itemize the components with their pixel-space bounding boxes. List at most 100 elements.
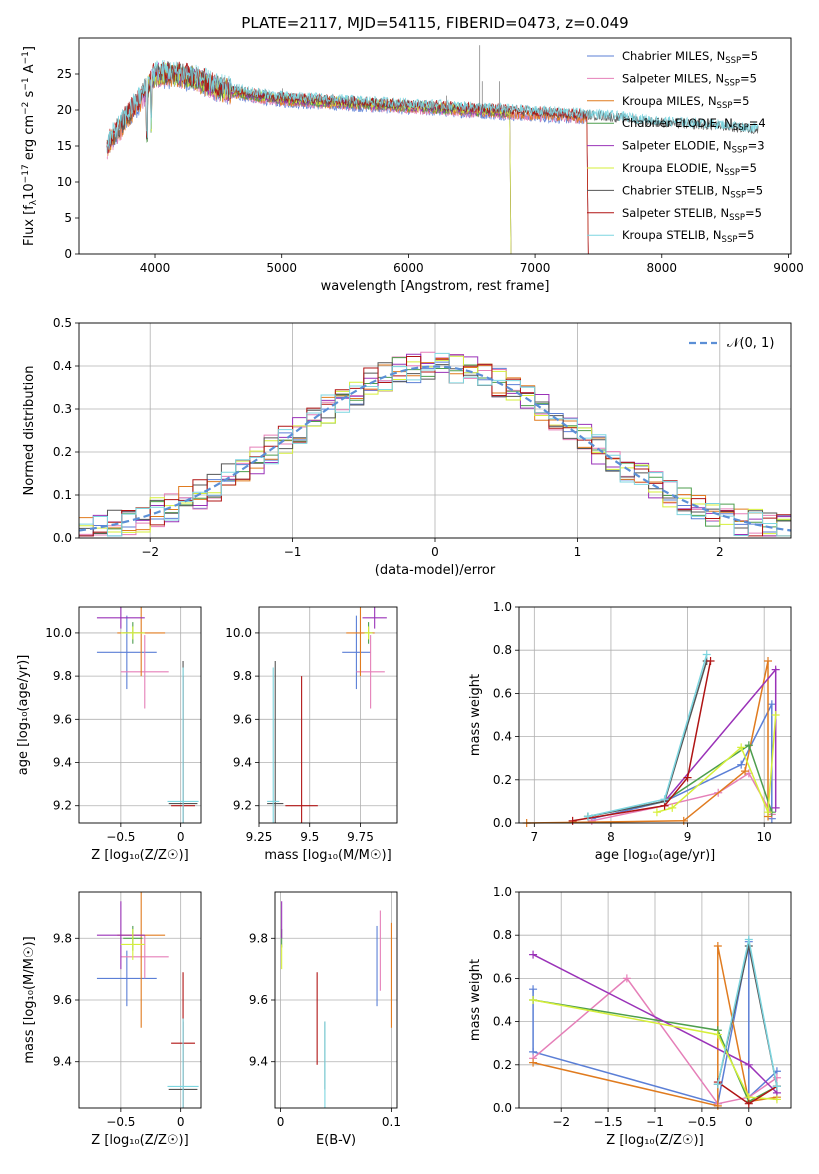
x-tick-label: 8 [607,830,615,844]
spectrum-frame [78,37,792,255]
x-tick-label: 7 [531,830,539,844]
weight-marker [767,700,776,709]
legend-label: Salpeter STELIB, NSSP=5 [622,206,762,223]
weight_vs_age-xlabel: age [log₁₀(age/yr)] [595,848,716,863]
weight-marker [772,1095,781,1104]
y-tick-label: 1.0 [493,600,512,614]
legend-sub: SSP [724,168,740,178]
mass_vs_Z-axes: −0.5 0 9.4 9.6 9.8 [53,892,201,1129]
mass_vs_EBV-xlabel: E(B-V) [316,1133,356,1148]
y-tick-label: 1.0 [493,885,512,899]
x-tick-label: 9.5 [300,830,319,844]
y-tick-label: 9.6 [233,712,252,726]
legend-sub: SSP [730,190,746,200]
y-tick-label: 0.4 [53,359,72,373]
legend-suffix: =5 [741,49,758,63]
x-tick-label: −1.5 [594,1115,623,1129]
age_vs_mass-axes: 9.25 9.5 9.75 9.2 9.4 9.6 9.8 10.0 [225,607,397,844]
mass_vs_Z-frame [78,891,202,1109]
legend-label: Kroupa ELODIE, NSSP=5 [622,161,757,178]
legend-sub: SSP [732,146,748,156]
spectrum-line [106,59,759,153]
x-tick-label: 9.25 [246,830,273,844]
weight-marker [771,665,780,674]
residuals-ylabel: Normed distribution [22,366,37,496]
legend-label: Chabrier MILES, NSSP=5 [622,49,758,66]
x-tick-label: 2 [716,545,724,559]
x-tick-label: 4000 [140,261,171,275]
mass_vs_Z-points [96,892,199,1108]
residual-histograms [79,351,791,537]
legend-prefix: Salpeter STELIB, N [622,206,729,220]
weight_vs_Z-ylabel: mass weight [468,959,483,1041]
residuals-axes: −2 −1 0 1 2 0.0 0.1 0.2 0.3 0.4 0.5 [53,316,791,559]
age_vs_mass-frame [258,606,398,824]
legend-sub: SSP [733,123,749,133]
legend-suffix: =5 [740,71,757,85]
legend-label: Kroupa STELIB, NSSP=5 [622,228,754,245]
x-tick-label: 0 [177,830,185,844]
legend-suffix: =5 [740,161,757,175]
weight-marker [668,803,677,812]
x-tick-label: −2 [141,545,159,559]
y-tick-label: 0.8 [493,928,512,942]
ylabel-part: Flux [f [22,205,37,246]
age_vs_Z-frame [78,606,202,824]
age_vs_mass-xlabel: mass [log₁₀(M/M☉)] [264,848,391,863]
age_vs_mass-points [267,607,387,823]
weight-marker [744,1099,753,1108]
weight-marker [713,942,722,950]
y-tick-label: 9.4 [233,756,252,770]
legend-prefix: Salpeter MILES, N [622,71,724,85]
y-tick-label: 0.2 [493,1058,512,1072]
y-tick-label: 9.4 [53,756,72,770]
weight-line [532,999,777,1101]
spectrum-xlabel: wavelength [Angstrom, rest frame] [321,279,550,294]
x-tick-label: 10 [757,830,772,844]
ylabel-part: erg cm [22,115,37,164]
x-tick-label: 8000 [647,261,678,275]
weight-marker [679,816,688,825]
spectrum-lines [106,45,759,254]
legend-prefix: Kroupa STELIB, N [622,228,722,242]
y-tick-label: 15 [57,139,72,153]
weight-marker [744,935,753,944]
weight_vs_age-axes: 7 8 9 10 0.0 0.2 0.4 0.6 0.8 1.0 [493,600,791,844]
residuals-xlabel: (data-model)/error [375,563,496,578]
y-tick-label: 20 [57,103,72,117]
y-tick-label: 0.4 [493,730,512,744]
x-tick-label: 1 [574,545,582,559]
y-tick-label: 9.2 [233,799,252,813]
spectrum-ylabel: Flux [fλ10−17 erg cm−2 s−1 A−1] [21,46,39,246]
weight-marker [772,1073,781,1082]
x-tick-label: −2 [552,1115,570,1129]
y-tick-label: 0.0 [493,1101,512,1115]
mass_vs_Z-ylabel: mass [log₁₀(M/M☉)] [22,936,37,1063]
weight-marker [529,985,538,994]
legend-label: Salpeter MILES, NSSP=5 [622,71,757,88]
weight-marker [771,711,780,719]
weight-marker [713,1101,722,1110]
x-tick-label: −0.5 [106,830,135,844]
weight-marker [737,760,746,769]
histogram-step [79,352,791,537]
x-tick-label: 9 [684,830,692,844]
legend-suffix: =5 [745,206,762,220]
legend-prefix: Kroupa MILES, N [622,94,717,108]
ylabel-part: −1 [21,77,31,90]
weight-marker [713,1080,722,1089]
weight_vs_age-frame [518,606,792,824]
x-tick-label: 0 [745,1115,753,1129]
weight-marker [706,657,715,665]
y-tick-label: 9.6 [53,993,72,1007]
weight-marker [529,996,538,1004]
mass_vs_EBV-frame [274,891,398,1109]
y-tick-label: 9.2 [53,799,72,813]
age_vs_Z-xlabel: Z [log₁₀(Z/Z☉)] [91,848,188,863]
x-tick-label: 9000 [773,261,804,275]
legend-label: Chabrier STELIB, NSSP=5 [622,183,763,200]
weight-marker [772,1082,781,1091]
legend-sub: SSP [725,56,741,66]
figure-title: PLATE=2117, MJD=54115, FIBERID=0473, z=0… [241,14,628,32]
